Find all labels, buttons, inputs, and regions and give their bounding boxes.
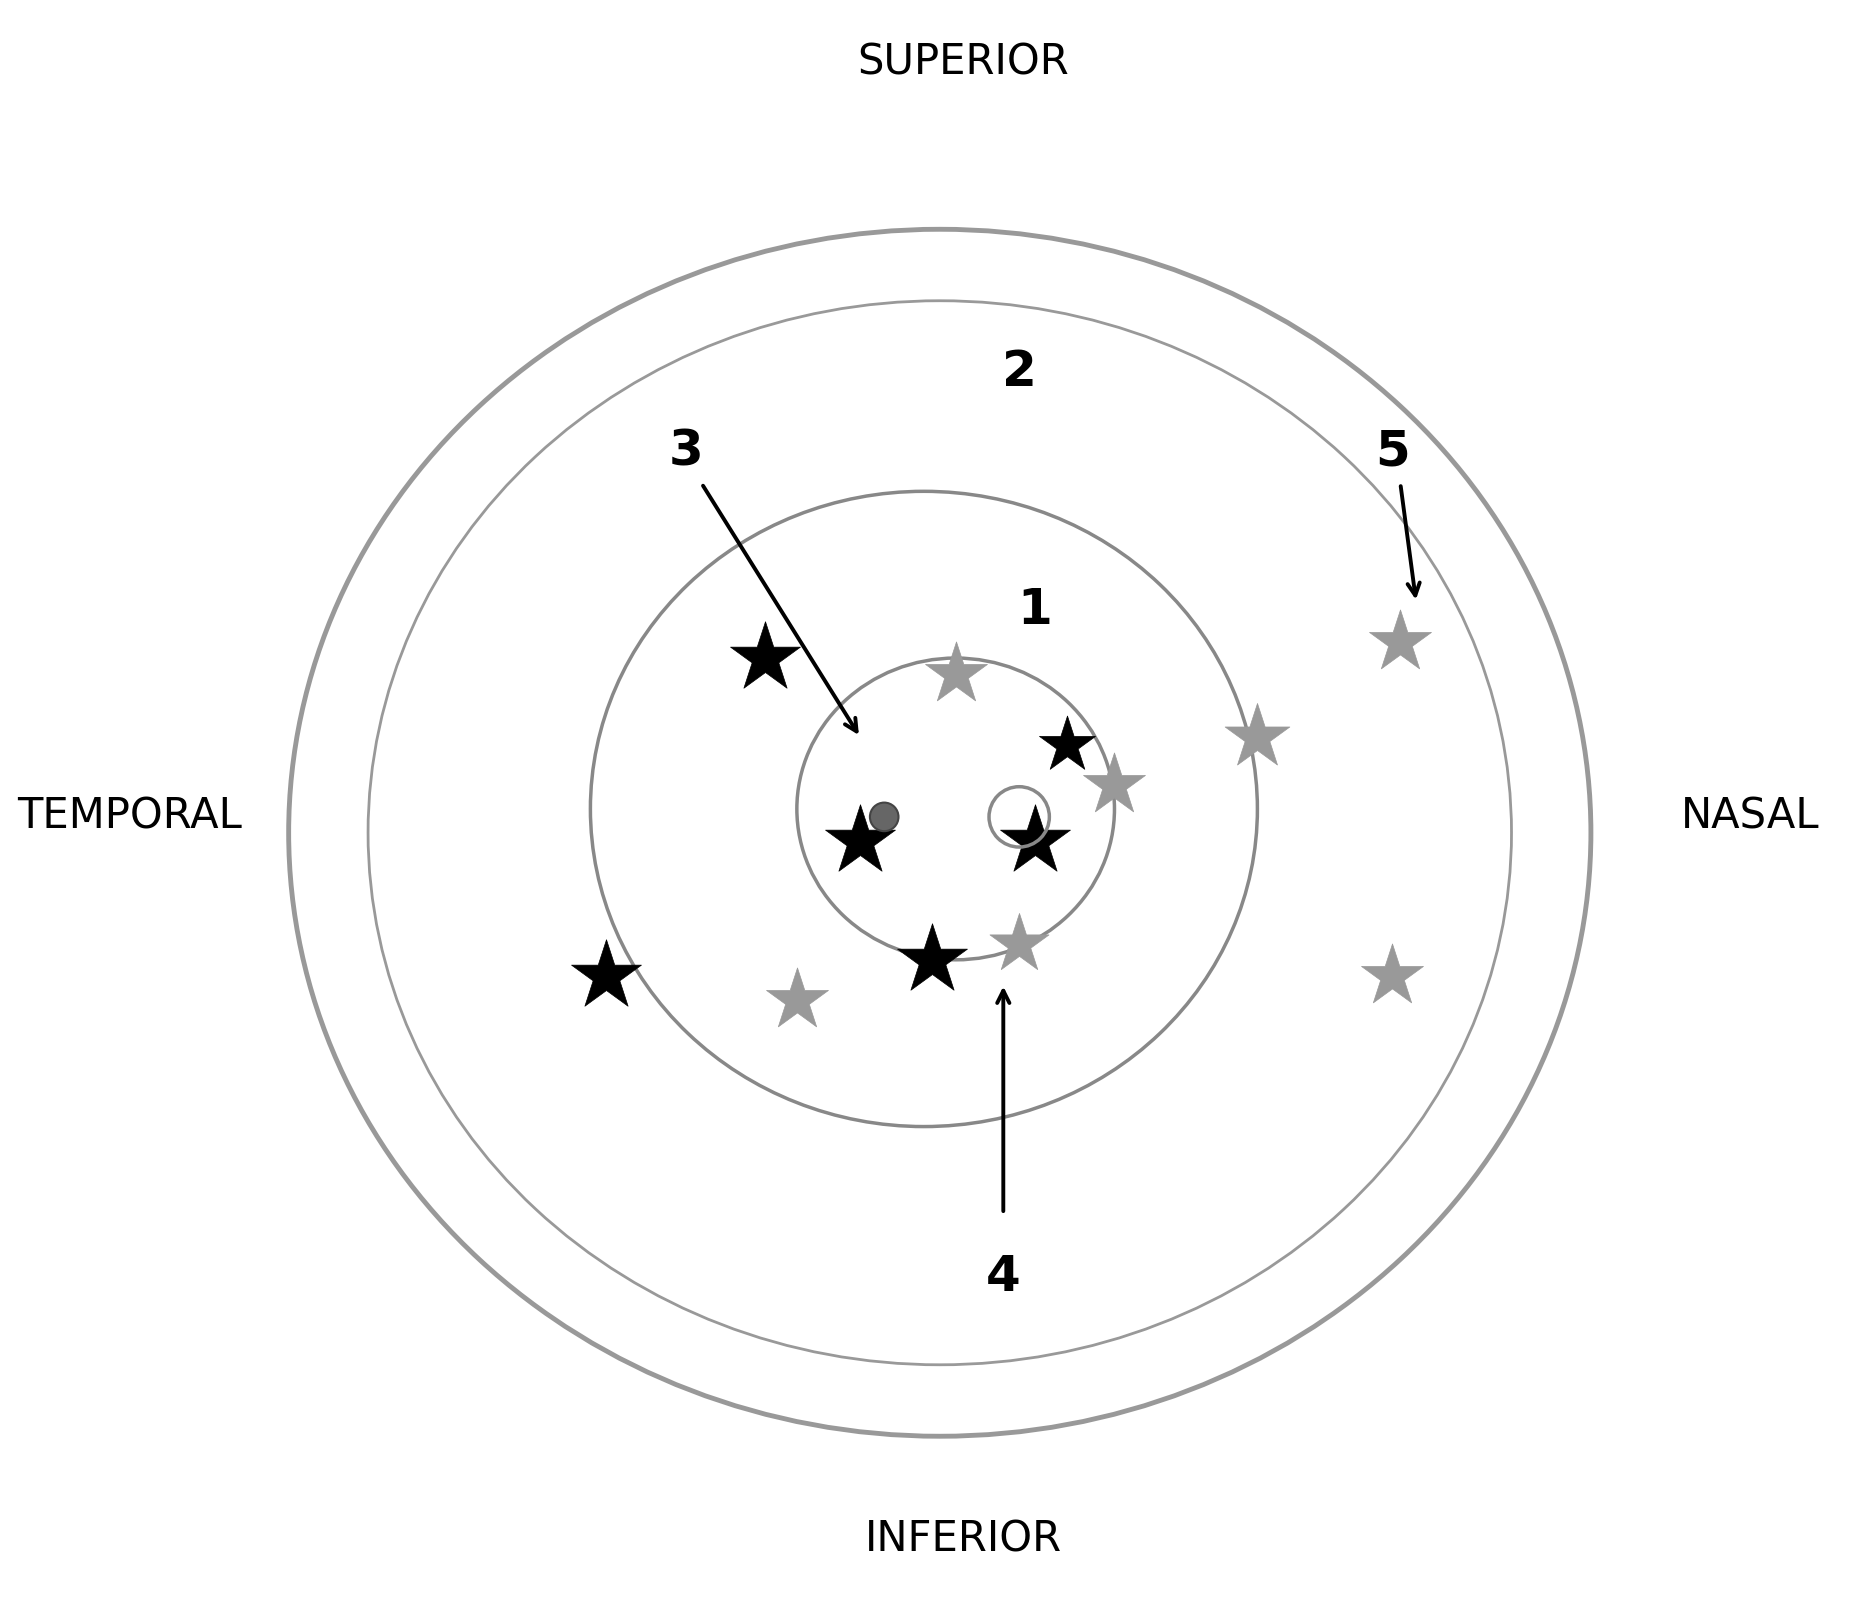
Point bbox=[750, 646, 780, 671]
Point bbox=[845, 828, 875, 854]
Text: SUPERIOR: SUPERIOR bbox=[858, 42, 1070, 83]
Text: NASAL: NASAL bbox=[1679, 796, 1818, 838]
Circle shape bbox=[869, 803, 899, 831]
Text: TEMPORAL: TEMPORAL bbox=[17, 796, 241, 838]
Point bbox=[917, 947, 947, 972]
Text: 3: 3 bbox=[669, 428, 702, 476]
Point bbox=[782, 987, 812, 1012]
Point bbox=[1005, 931, 1034, 956]
Point bbox=[940, 662, 969, 687]
Text: INFERIOR: INFERIOR bbox=[865, 1519, 1062, 1560]
Point bbox=[1019, 828, 1049, 854]
Point bbox=[1242, 724, 1272, 750]
Text: 5: 5 bbox=[1374, 428, 1409, 476]
Point bbox=[1051, 732, 1081, 758]
Point bbox=[591, 963, 620, 988]
Point bbox=[1385, 630, 1415, 655]
Text: 2: 2 bbox=[1001, 348, 1036, 396]
Text: 4: 4 bbox=[986, 1253, 1019, 1301]
Text: 1: 1 bbox=[1018, 586, 1051, 634]
Point bbox=[1099, 772, 1129, 798]
Point bbox=[1376, 963, 1406, 988]
